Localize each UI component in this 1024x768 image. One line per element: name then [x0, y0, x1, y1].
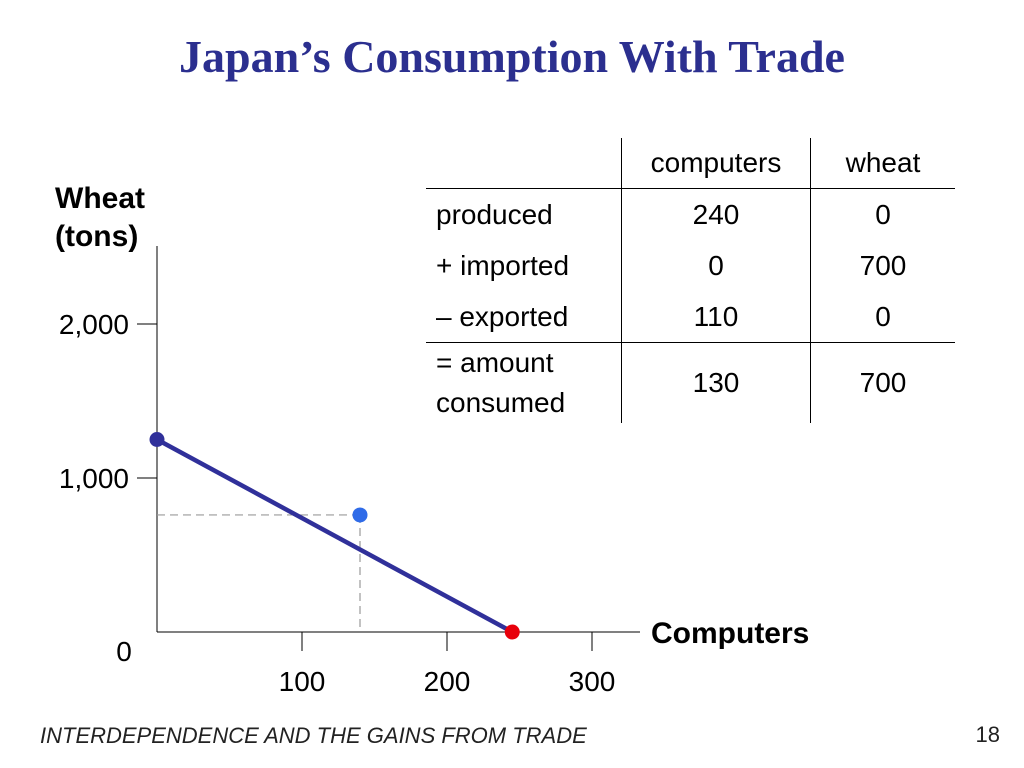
- y-axis-title: Wheat (tons): [55, 180, 145, 256]
- trade-table: computers wheat produced 240 0 + importe…: [426, 138, 955, 423]
- y-axis-title-line1: Wheat: [55, 182, 145, 215]
- origin-label: 0: [116, 636, 132, 667]
- ppf-series: [155, 437, 514, 634]
- x-tick-label: 200: [424, 666, 471, 697]
- table-header-row: computers wheat: [426, 138, 955, 189]
- row-label: – exported: [436, 300, 569, 332]
- chart-points: [149, 432, 520, 640]
- cell-computers: 240: [621, 188, 811, 240]
- y-axis-title-line2: (tons): [55, 220, 139, 253]
- cell-wheat: 0: [810, 291, 955, 343]
- table-row-imported: + imported 0 700: [426, 240, 955, 291]
- cell-computers: 0: [621, 240, 811, 291]
- x-tick-label: 100: [279, 666, 326, 697]
- cell-wheat: 700: [810, 240, 955, 291]
- cell-computers: 110: [621, 291, 811, 343]
- table-header-computers: computers: [621, 138, 811, 189]
- data-point: [352, 507, 368, 523]
- footer-text: INTERDEPENDENCE AND THE GAINS FROM TRADE: [40, 723, 587, 748]
- data-point: [504, 624, 520, 640]
- row-label-line1: = amount: [436, 347, 554, 378]
- page-number: 18: [975, 722, 1000, 747]
- table-row-exported: – exported 110 0: [426, 291, 955, 343]
- row-label: + imported: [436, 249, 570, 281]
- x-tick-label: 300: [569, 666, 616, 697]
- row-label: produced: [436, 198, 553, 230]
- table-header-blank: [426, 138, 622, 189]
- cell-wheat: 700: [810, 342, 955, 423]
- y-tick-label: 1,000: [59, 463, 129, 494]
- ppf-line: [155, 437, 514, 634]
- consumption-guides: [157, 514, 361, 632]
- tick-labels: 1,000 2,000 100 200 300 0: [59, 309, 615, 697]
- table-row-consumed: = amount consumed 130 700: [426, 342, 955, 423]
- cell-wheat: 0: [810, 188, 955, 240]
- table-header-wheat: wheat: [810, 138, 955, 189]
- table-row-produced: produced 240 0: [426, 188, 955, 240]
- cell-computers: 130: [621, 342, 811, 423]
- data-point: [149, 432, 165, 447]
- x-axis-title: Computers: [651, 617, 810, 650]
- slide-title: Japan’s Consumption With Trade: [179, 31, 845, 82]
- y-tick-label: 2,000: [59, 309, 129, 340]
- row-label-line2: consumed: [436, 387, 566, 418]
- row-label: = amount consumed: [426, 342, 622, 423]
